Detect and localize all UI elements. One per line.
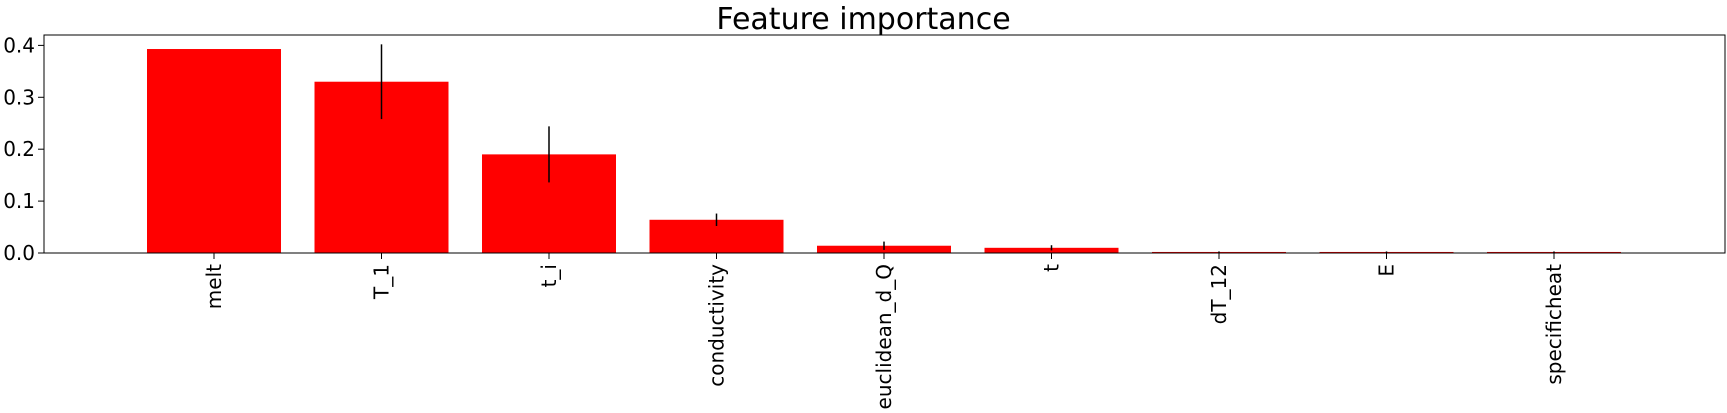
error-bars-group <box>380 44 1555 253</box>
y-tick-label: 0.2 <box>3 137 35 161</box>
x-tick-label: euclidean_d_Q <box>872 264 896 409</box>
bars-group <box>147 49 1621 254</box>
x-axis: melt T_1 t_i conductivity euclidean_d_Q t dT_1… <box>202 253 1566 409</box>
x-tick-label: conductivity <box>705 264 729 387</box>
x-tick-label: t_i <box>537 264 561 287</box>
plot-frame <box>43 34 1726 254</box>
y-tick-label: 0.4 <box>3 33 35 57</box>
y-tick-label: 0.3 <box>3 85 35 109</box>
y-tick-label: 0.1 <box>3 189 35 213</box>
y-axis: 0.0 0.1 0.2 0.3 0.4 <box>3 33 44 265</box>
x-tick-label: melt <box>202 264 226 309</box>
x-tick-label: dT_12 <box>1207 264 1231 324</box>
bar-melt <box>147 49 281 254</box>
x-tick-label: E <box>1375 264 1399 277</box>
y-tick-label: 0.0 <box>3 241 35 265</box>
chart-title: Feature importance <box>716 2 1011 37</box>
x-tick-label: T_1 <box>370 264 394 300</box>
x-tick-label: t <box>1040 264 1064 272</box>
x-tick-label: specificheat <box>1542 264 1566 385</box>
